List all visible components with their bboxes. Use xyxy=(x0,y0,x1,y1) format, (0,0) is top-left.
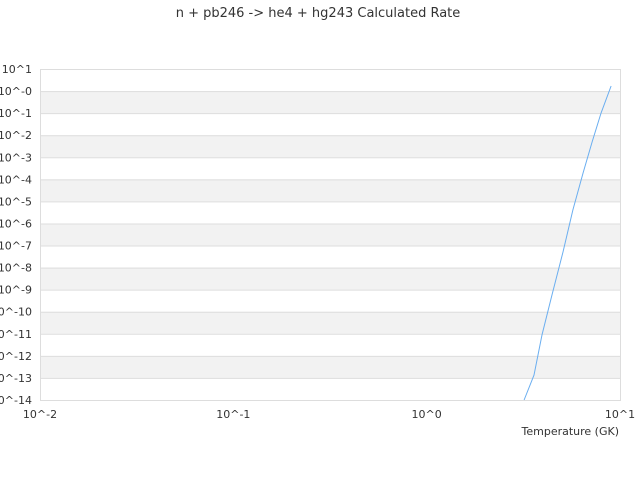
plot-frame xyxy=(40,69,621,401)
x-tick-label: 10^-2 xyxy=(23,408,57,421)
y-tick-label: 10^-6 xyxy=(0,217,32,230)
y-tick-label: 10^-10 xyxy=(0,306,32,319)
y-tick-label: 10^-12 xyxy=(0,350,32,363)
y-tick-label: 10^-0 xyxy=(0,85,32,98)
x-tick-label: 10^0 xyxy=(412,408,442,421)
grid-band xyxy=(40,267,620,290)
y-tick-label: 10^-14 xyxy=(0,394,32,407)
x-tick-label: 10^-1 xyxy=(216,408,250,421)
grid-band xyxy=(40,355,620,378)
chart-title: n + pb246 -> he4 + hg243 Calculated Rate xyxy=(176,6,461,21)
y-tick-label: 10^-8 xyxy=(0,262,32,275)
grid-band xyxy=(40,135,620,158)
x-axis-label: Temperature (GK) xyxy=(521,425,620,438)
y-tick-label: 10^1 xyxy=(2,63,32,76)
grid-band xyxy=(40,311,620,334)
series-line xyxy=(523,85,612,401)
x-tick-label: 10^1 xyxy=(605,408,635,421)
y-tick-label: 10^-11 xyxy=(0,328,32,341)
y-tick-label: 10^-3 xyxy=(0,151,32,164)
y-tick-label: 10^-4 xyxy=(0,173,32,186)
grid-band xyxy=(40,223,620,246)
y-tick-label: 10^-13 xyxy=(0,372,32,385)
y-tick-label: 10^-1 xyxy=(0,107,32,120)
y-tick-label: 10^-2 xyxy=(0,129,32,142)
grid-band xyxy=(40,91,620,114)
y-tick-label: 10^-5 xyxy=(0,195,32,208)
grid-band xyxy=(40,179,620,202)
y-tick-label: 10^-9 xyxy=(0,284,32,297)
y-tick-label: 10^-7 xyxy=(0,240,32,253)
